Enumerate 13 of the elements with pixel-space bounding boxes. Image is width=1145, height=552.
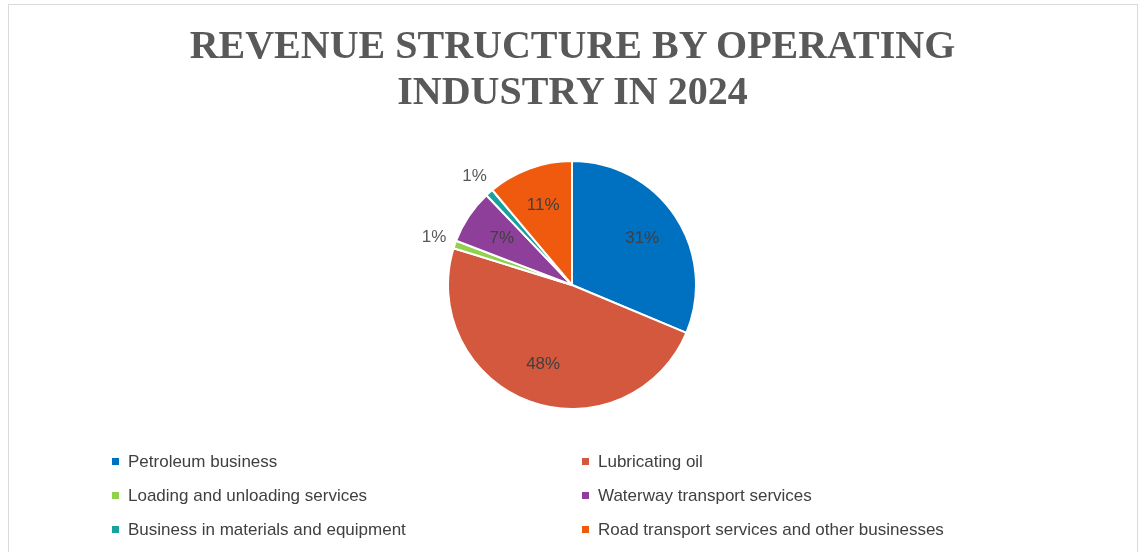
chart-title: REVENUE STRUCTURE BY OPERATING INDUSTRY IN 2024	[188, 22, 957, 114]
legend-label: Waterway transport services	[598, 485, 812, 506]
legend-label: Lubricating oil	[598, 451, 703, 472]
data-label: 11%	[526, 195, 560, 215]
legend-label: Petroleum business	[128, 451, 278, 472]
data-label: 1%	[462, 165, 487, 185]
legend-label: Road transport services and other businesses	[598, 519, 944, 540]
data-label: 1%	[421, 226, 447, 246]
data-label: 7%	[489, 227, 515, 247]
data-label: 48%	[526, 353, 561, 373]
data-label: 31%	[625, 227, 660, 247]
legend-label: Loading and unloading services	[128, 485, 368, 506]
legend-label: Business in materials and equipment	[128, 519, 406, 540]
